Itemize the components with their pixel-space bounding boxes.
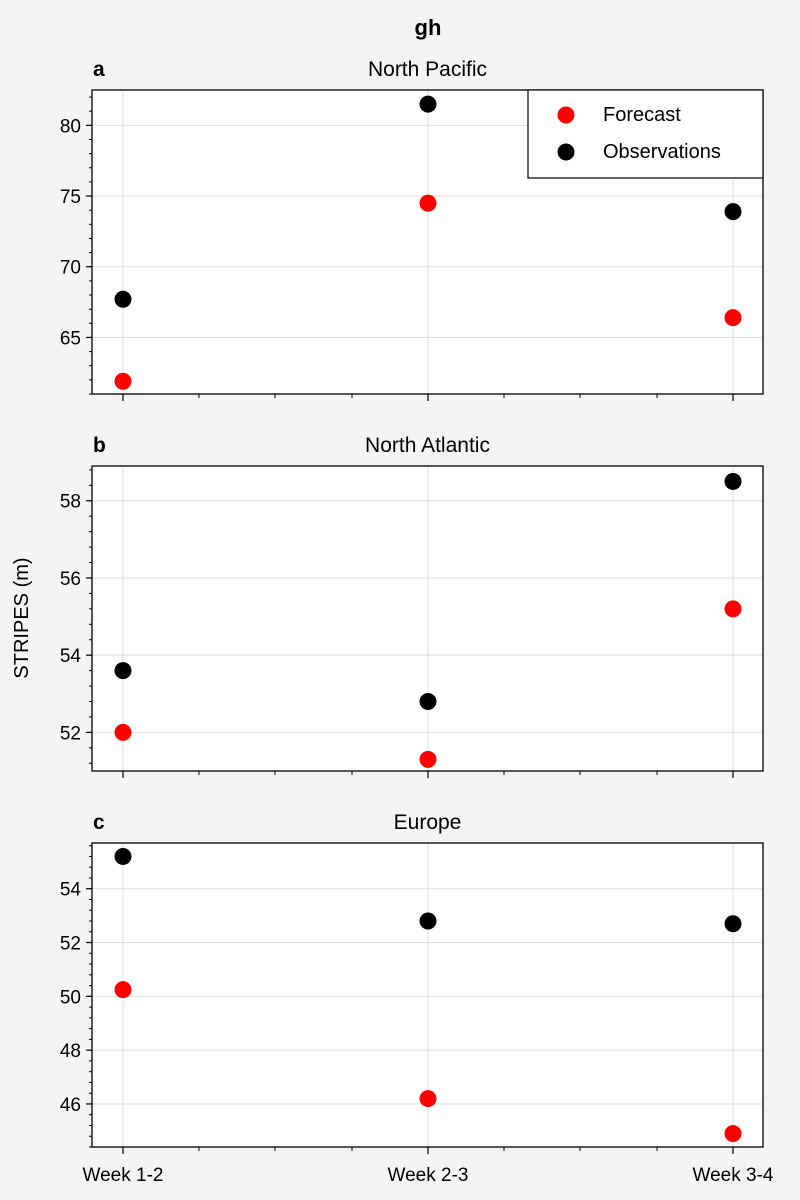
panel-title: North Pacific <box>368 58 487 81</box>
panel-letter: b <box>93 434 106 457</box>
data-point-observations <box>114 290 132 308</box>
data-point-forecast <box>419 194 437 212</box>
data-point-observations <box>419 912 437 930</box>
panel-letter: a <box>93 58 105 81</box>
data-point-forecast <box>419 1090 437 1108</box>
data-point-observations <box>724 915 742 933</box>
plot-frame <box>91 842 764 1148</box>
y-tick-label: 80 <box>60 116 81 137</box>
x-tick-label: Week 2-3 <box>388 1165 469 1186</box>
y-tick-label: 50 <box>60 987 81 1008</box>
plot-frame <box>91 465 764 772</box>
y-tick-label: 52 <box>60 934 81 955</box>
x-tick-label: Week 1-2 <box>83 1165 164 1186</box>
legend: Forecast Observations <box>527 89 764 179</box>
data-point-forecast <box>114 981 132 999</box>
legend-box <box>527 89 764 179</box>
data-point-forecast <box>114 723 132 741</box>
legend-label: Observations <box>603 141 721 163</box>
data-point-observations <box>114 662 132 680</box>
data-point-forecast <box>724 600 742 618</box>
y-tick-label: 52 <box>60 723 81 744</box>
panel-letter: c <box>93 811 105 834</box>
data-point-forecast <box>724 1125 742 1143</box>
y-tick-label: 56 <box>60 569 81 590</box>
panel-b: 52 54 56 58 b North Atlantic <box>60 434 764 778</box>
data-point-observations <box>724 203 742 221</box>
y-tick-label: 70 <box>60 258 81 279</box>
data-point-forecast <box>419 750 437 768</box>
y-axis-label: STRIPES (m) <box>11 557 33 678</box>
data-point-forecast <box>114 372 132 390</box>
legend-marker <box>557 106 575 124</box>
y-tick-label: 54 <box>60 646 82 667</box>
panel-title: North Atlantic <box>365 434 490 457</box>
legend-marker <box>557 143 575 161</box>
y-tick-label: 54 <box>60 880 82 901</box>
data-point-observations <box>724 472 742 490</box>
y-tick-label: 48 <box>60 1041 81 1062</box>
panel-title: Europe <box>394 811 462 834</box>
data-point-forecast <box>724 309 742 327</box>
panels: 65 70 75 80 a North Pacific 52 54 56 58 b North Atl… <box>60 58 774 1186</box>
panel-c: 46 48 50 52 54 Week 1-2 Week 2-3 Week 3-4 c Europ… <box>60 811 774 1186</box>
y-tick-label: 58 <box>60 492 81 513</box>
data-point-observations <box>114 847 132 865</box>
data-point-observations <box>419 693 437 711</box>
x-tick-label: Week 3-4 <box>693 1165 774 1186</box>
plot-frame <box>91 89 764 395</box>
y-tick-label: 75 <box>60 187 81 208</box>
y-tick-label: 65 <box>60 328 81 349</box>
y-tick-label: 46 <box>60 1095 81 1116</box>
figure-title: gh <box>415 15 442 40</box>
legend-label: Forecast <box>603 104 681 126</box>
data-point-observations <box>419 95 437 113</box>
